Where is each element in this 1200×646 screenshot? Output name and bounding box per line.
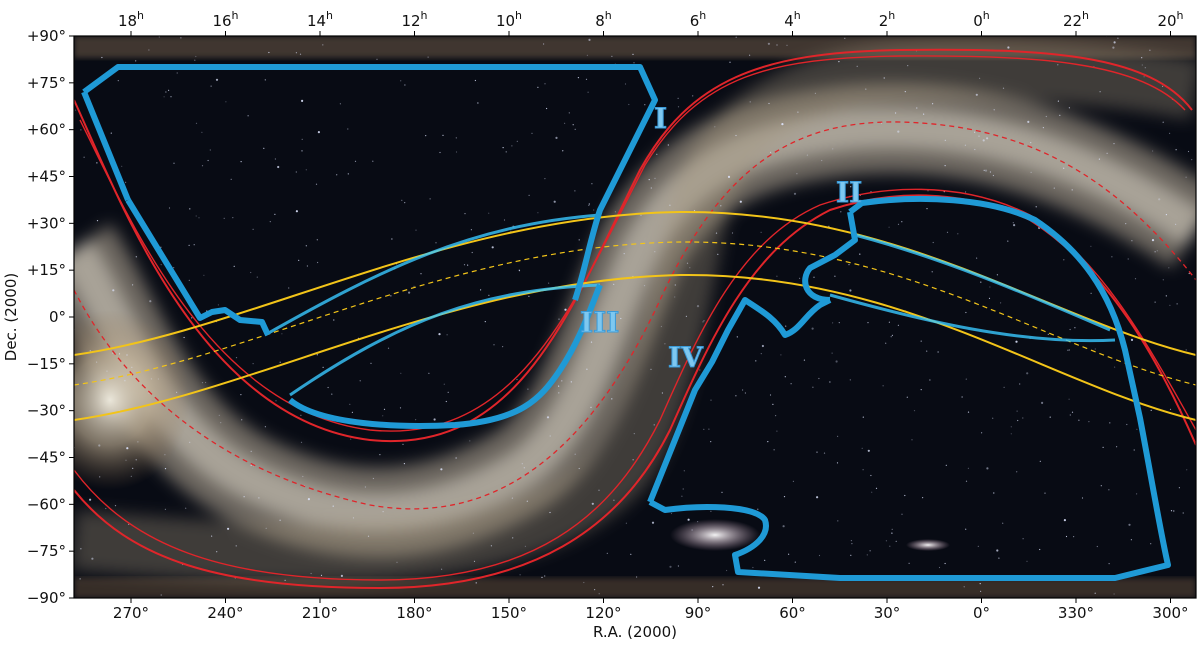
ra-hour-tick-label: 18h <box>118 9 144 30</box>
ecliptic-band-south <box>74 273 1196 421</box>
dec-axis: +90° +75° +60° +45° +30° +15° 0° −15° −30° −45° −6… <box>27 27 74 607</box>
x-axis-title: R.A. (2000) <box>593 623 677 641</box>
ra-hour-tick-label: 8h <box>595 9 612 30</box>
ra-hour-tick-label: 0h <box>973 9 990 30</box>
milky-way-band <box>74 40 1196 584</box>
galactic-bulge <box>74 310 190 490</box>
survey-regions <box>81 64 1171 581</box>
dec-tick-label: −15° <box>27 355 66 373</box>
ra-degree-tick-label: 180° <box>396 604 432 622</box>
dec-tick-label: 0° <box>49 308 66 326</box>
dec-tick-label: −90° <box>27 589 66 607</box>
ecliptic-band <box>74 210 1196 421</box>
ra-hour-tick-label: 6h <box>690 9 707 30</box>
dec-tick-label: −60° <box>27 495 66 513</box>
ra-degree-tick-label: 240° <box>207 604 243 622</box>
dec-tick-label: −75° <box>27 542 66 560</box>
region-label-IV: IV <box>668 341 704 374</box>
region-label-III: III <box>580 306 619 339</box>
ra-hour-tick-label: 12h <box>401 9 427 30</box>
ecliptic-line <box>74 241 1196 386</box>
region-II-outline <box>648 196 1171 581</box>
ra-degree-tick-label: 330° <box>1058 604 1094 622</box>
galactic-line-north-outer <box>74 48 1193 443</box>
galactic-line-north-inner <box>79 55 1186 432</box>
ra-degree-tick-label: 60° <box>779 604 806 622</box>
ra-degree-tick-label: 300° <box>1152 604 1188 622</box>
ra-degree-tick-label: 0° <box>973 604 990 622</box>
y-axis-title: Dec. (2000) <box>2 273 20 361</box>
region-label-I: I <box>654 102 667 135</box>
region-I-side <box>81 90 131 202</box>
ra-hour-axis: 18h 16h 14h 12h 10h 8h 6h 4h 2h 0h 22h 20h <box>118 9 1184 36</box>
region-I-outline <box>82 64 658 337</box>
ra-hour-tick-label: 4h <box>784 9 801 30</box>
galactic-equator <box>74 121 1196 510</box>
dec-tick-label: +75° <box>27 74 66 92</box>
ra-degree-axis: 270° 240° 210° 180° 150° 120° 90° 60° 30° 0° 330° 3… <box>113 598 1189 622</box>
ra-degree-tick-label: 150° <box>491 604 527 622</box>
ra-hour-tick-label: 16h <box>212 9 238 30</box>
ra-degree-tick-label: 30° <box>874 604 901 622</box>
dec-tick-label: +90° <box>27 27 66 45</box>
dec-tick-label: −30° <box>27 402 66 420</box>
ra-hour-tick-label: 20h <box>1157 9 1183 30</box>
dec-tick-label: +45° <box>27 168 66 186</box>
ra-degree-tick-label: 120° <box>585 604 621 622</box>
ra-hour-tick-label: 10h <box>496 9 522 30</box>
region-III-outline <box>288 283 603 429</box>
region-II-top <box>802 211 858 303</box>
dec-tick-label: −45° <box>27 449 66 467</box>
dec-tick-label: +60° <box>27 121 66 139</box>
ra-hour-tick-label: 22h <box>1063 9 1089 30</box>
ra-hour-tick-label: 2h <box>879 9 896 30</box>
dec-tick-label: +15° <box>27 261 66 279</box>
ra-degree-tick-label: 210° <box>302 604 338 622</box>
region-labels: I II III IV <box>580 102 863 375</box>
dec-tick-label: +30° <box>27 214 66 232</box>
region-label-II: II <box>836 176 862 209</box>
region-IV-outline <box>647 297 832 504</box>
small-magellanic-cloud <box>906 539 950 551</box>
ra-degree-tick-label: 270° <box>113 604 149 622</box>
large-magellanic-cloud <box>670 519 760 551</box>
ra-hour-tick-label: 14h <box>307 9 333 30</box>
ra-degree-tick-label: 90° <box>685 604 712 622</box>
